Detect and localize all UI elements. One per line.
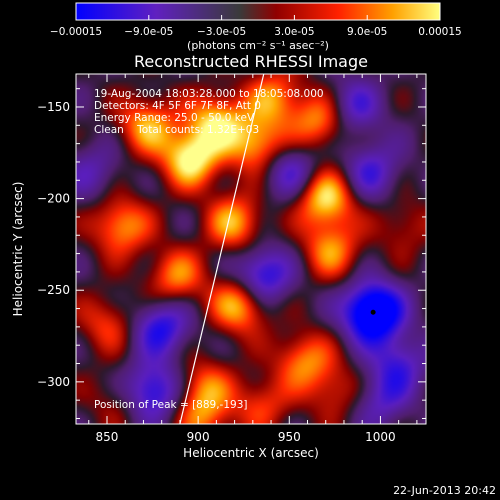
colorbar-tick-label: 3.0e-05 [274, 26, 314, 38]
x-axis-label: Heliocentric X (arcsec) [183, 446, 319, 460]
y-tick-label: −200 [37, 192, 70, 206]
x-tick-label: 1000 [365, 430, 396, 444]
colorbar-tick-label: −3.0e-05 [197, 26, 246, 38]
footer-timestamp: 22-Jun-2013 20:42 [393, 484, 496, 497]
colorbar-ticks: −0.00015 −9.0e-05 −3.0e-05 3.0e-05 9.0e-05 0.… [50, 15, 462, 38]
colorbar-tick-label: −0.00015 [50, 26, 102, 38]
y-tick-label: −300 [37, 375, 70, 389]
peak-position-label: Position of Peak = [889,-193] [94, 399, 248, 411]
y-axis-label: Heliocentric Y (arcsec) [11, 182, 25, 317]
y-tick-label: −250 [37, 283, 70, 297]
x-tick-label: 850 [96, 430, 119, 444]
x-tick-label: 950 [278, 430, 301, 444]
info-line-counts: Clean Total counts: 1.32E+03 [94, 124, 259, 136]
info-line-time: 19-Aug-2004 18:03:28.000 to 18:05:08.000 [94, 88, 324, 100]
plot-frame [75, 73, 427, 425]
colorbar-tick-label: 9.0e-05 [347, 26, 387, 38]
axis-ticks: 850 900 950 1000 −150 −200 −250 −300 [37, 74, 426, 444]
info-line-energy: Energy Range: 25.0 - 50.0 keV [94, 112, 255, 124]
colorbar-frame [75, 2, 441, 21]
solar-limb-line [179, 74, 265, 424]
colorbar-units: (photons cm⁻² s⁻¹ asec⁻²) [187, 39, 329, 52]
peak-marker [370, 309, 376, 315]
chart-title: Reconstructed RHESSI Image [134, 52, 368, 71]
info-line-detectors: Detectors: 4F 5F 6F 7F 8F, Att 0 [94, 100, 261, 112]
y-tick-label: −150 [37, 100, 70, 114]
plot-area: 850 900 950 1000 −150 −200 −250 −300 [37, 73, 427, 444]
heatmap-image [76, 74, 426, 424]
colorbar-gradient [76, 3, 440, 20]
info-block: 19-Aug-2004 18:03:28.000 to 18:05:08.000… [94, 88, 324, 136]
colorbar: −0.00015 −9.0e-05 −3.0e-05 3.0e-05 9.0e-05 0.… [50, 2, 462, 52]
x-tick-label: 900 [187, 430, 210, 444]
colorbar-tick-label: 0.00015 [418, 26, 461, 38]
colorbar-tick-label: −9.0e-05 [124, 26, 173, 38]
